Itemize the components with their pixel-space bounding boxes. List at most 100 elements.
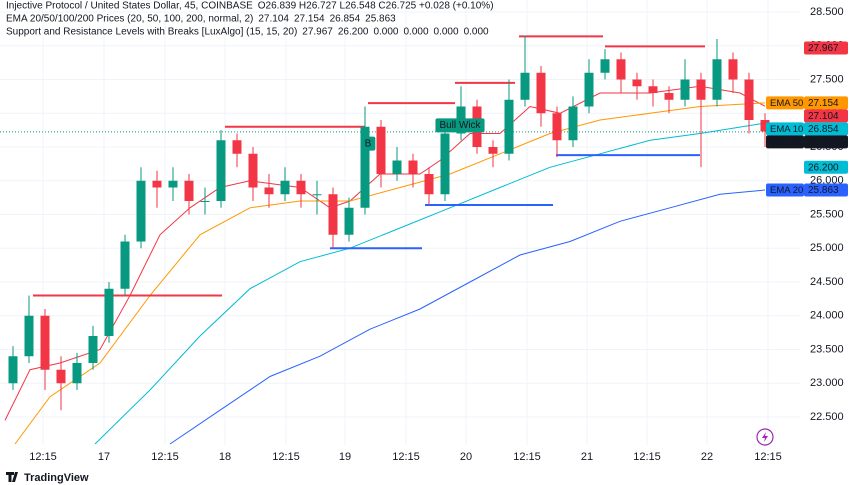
candle-body [8,356,18,384]
candle-body [616,59,626,80]
candle-body [120,241,130,289]
header-text: 27.967 [302,27,333,38]
header-text: Support and Resistance Levels with Break… [6,27,297,38]
candle-body [136,180,146,242]
candle-body [504,99,514,154]
annotation: B [360,136,376,151]
y-tick-label: 24.500 [810,276,844,288]
candle-body [712,59,722,100]
price-label: 27.154 [808,98,839,109]
price-label-box [804,41,848,55]
header-text: 25.863 [365,14,396,25]
header-text: EMA 20/50/100/200 Prices (20, 50, 100, 2… [6,14,253,25]
candle-body [520,72,530,100]
candle-body [312,194,322,196]
candle-body [536,72,546,114]
x-tick-label: 12:15 [392,451,420,463]
header-text: O26.839 H26.727 L26.548 C26.725 +0.028 (… [258,1,494,12]
header-text: 0.000 [373,27,398,38]
header-text: Injective Protocol / United States Dolla… [6,1,253,12]
price-label-box [804,109,848,123]
y-tick-label: 22.500 [810,411,844,423]
candle-body [168,180,178,188]
candle-body [88,335,98,363]
x-tick-label: 21 [581,451,593,463]
price-label-name-box [766,183,804,197]
price-label-name: INJUSD [770,137,804,148]
y-tick-label: 24.000 [810,310,844,322]
candle-body [728,59,738,80]
candle-body [600,59,610,73]
price-label-name: EMA 50 [770,98,803,109]
grid [0,0,800,445]
price-label-name-box [766,135,804,149]
candle-body [760,120,770,132]
y-tick-label: 25.500 [810,208,844,220]
price-label-box [804,135,848,149]
candle-body [152,180,162,188]
price-label-name-box [766,96,804,110]
ema-line [94,122,766,445]
logo: TradingView [6,472,89,484]
x-tick-label: 22 [701,451,713,463]
candle-body [40,315,50,370]
header-text: 0.000 [464,27,489,38]
flash-bolt[interactable] [762,432,768,442]
flash-circle[interactable] [756,428,774,446]
x-tick-label: 19 [339,451,351,463]
brand: TradingView [24,472,89,484]
price-label-name: EMA 20 [770,185,803,196]
price-label-name: EMA 10 [770,124,803,135]
price-label-box [804,183,848,197]
candle-body [184,180,194,202]
candle-body [296,180,306,195]
price-label: 26.200 [808,162,839,173]
header-text: 27.154 [294,14,325,25]
flash-icon[interactable] [756,428,774,446]
price-label-box [804,122,848,136]
header-text: 26.200 [338,27,369,38]
header-text: 0.000 [434,27,459,38]
x-tick-label: 12:15 [754,451,782,463]
candle-body [424,174,434,195]
annotation-box [435,118,485,133]
candle-body [408,160,418,175]
annotation-text: B [365,138,372,149]
candle-body [344,207,354,235]
candle-body [200,201,210,203]
candle-body [696,79,706,100]
candle-body [440,133,450,195]
x-tick-label: 12:15 [29,451,57,463]
price-label-name-box [766,122,804,136]
candle-body [392,160,402,175]
candle-body [56,369,66,384]
candle-body [648,86,658,94]
price-label: 26.854 [808,124,839,135]
candle-body [744,79,754,121]
candle-body [680,79,690,100]
plot [4,35,770,445]
y-tick-label: 25.000 [810,242,844,254]
axis: 28.50028.00027.50027.00026.50026.00025.5… [29,6,843,463]
candle-body [280,180,290,195]
x-tick-label: 18 [219,451,231,463]
y-tick-label: 23.000 [810,377,844,389]
candle-body [488,147,498,154]
candle-body [664,93,674,100]
price-label: 27.967 [808,43,839,54]
overlay: B Bull Wick Injective Protocol / United St… [6,1,848,197]
candle-body [584,72,594,107]
candle-body [24,315,34,357]
candle-body [328,194,338,235]
x-tick-label: 12:15 [272,451,300,463]
logo-icon [6,472,18,482]
candle-body [72,362,82,384]
candle-body [632,79,642,87]
header-text: 0.000 [404,27,429,38]
y-tick-label: 23.500 [810,343,844,355]
price-label: 27.104 [808,111,839,122]
y-tick-label: 28.500 [810,6,844,18]
candle-body [264,187,274,195]
annotation-box [360,136,376,151]
